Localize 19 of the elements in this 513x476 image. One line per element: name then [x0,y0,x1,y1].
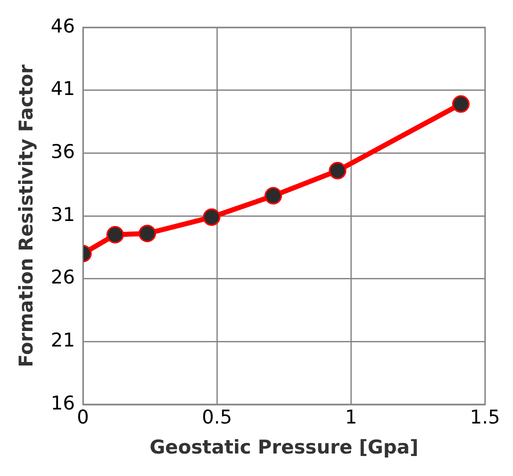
x-tick-label: 0 [76,406,90,429]
y-tick-label: 46 [50,15,75,38]
point [328,162,346,180]
y-tick-label: 21 [50,330,75,352]
x-tick-label: 1 [344,406,358,429]
y-axis-title: Formation Resistivity Factor [15,64,38,368]
x-tick-label: 1.5 [470,406,500,429]
point [138,224,156,242]
y-tick-label: 26 [50,266,75,289]
x-axis-title: Geostatic Pressure [Gpa] [150,436,418,459]
y-tick-label: 41 [50,78,75,100]
y-tick-label: 16 [50,392,75,414]
y-tick-label: 36 [50,141,75,164]
x-tick-label: 0.5 [202,406,232,429]
point [452,95,470,113]
point [264,187,282,205]
point [202,208,220,226]
y-tick-label: 31 [50,204,75,226]
point [106,226,124,244]
